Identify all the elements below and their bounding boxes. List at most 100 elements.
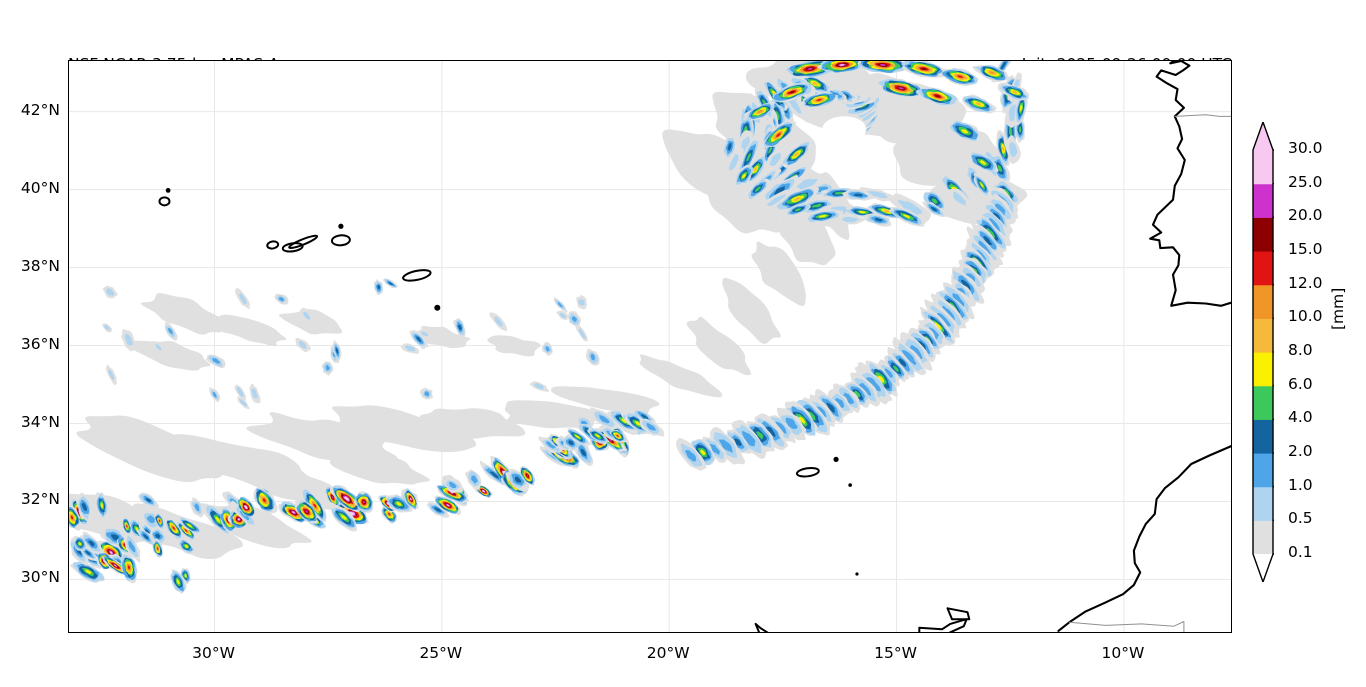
precip-contour bbox=[921, 67, 927, 70]
precip-contour bbox=[388, 512, 391, 516]
precip-contour bbox=[621, 418, 628, 424]
precip-contour bbox=[335, 347, 339, 354]
precip-contour bbox=[598, 415, 610, 424]
coastline-northwest-africa bbox=[1057, 444, 1231, 632]
precip-contour bbox=[350, 512, 354, 515]
precip-contour bbox=[145, 497, 152, 503]
precip-contour bbox=[874, 217, 883, 222]
precip-contour bbox=[410, 498, 412, 501]
precip-contour bbox=[934, 322, 942, 331]
precip-contour bbox=[127, 565, 131, 570]
x-tick-label: 25°W bbox=[419, 644, 463, 662]
precipitation-map bbox=[68, 60, 1232, 633]
colorbar-segment bbox=[1253, 183, 1273, 218]
precip-contour bbox=[776, 133, 781, 138]
colorbar-tick-label: 0.5 bbox=[1288, 509, 1313, 528]
precip-contour bbox=[741, 173, 746, 179]
colorbar-cap-top bbox=[1253, 122, 1273, 150]
precip-contour bbox=[1000, 61, 1007, 71]
precip-contour bbox=[893, 365, 899, 372]
colorbar-segment bbox=[1253, 520, 1273, 555]
precip-contour bbox=[686, 316, 753, 376]
precip-contour bbox=[941, 305, 956, 321]
colorbar-tick-label: 2.0 bbox=[1288, 442, 1313, 460]
precip-contour bbox=[751, 241, 806, 309]
precip-contour bbox=[859, 382, 872, 396]
precip-contour bbox=[85, 550, 92, 556]
precip-contour bbox=[167, 328, 173, 335]
precip-contour bbox=[176, 578, 180, 585]
colorbar-segment bbox=[1253, 251, 1273, 286]
precip-contour bbox=[494, 316, 503, 327]
precip-contour bbox=[81, 502, 87, 512]
precip-contour bbox=[446, 504, 450, 507]
precip-contour bbox=[416, 336, 422, 342]
island-graciosa bbox=[338, 223, 344, 229]
precip-contour bbox=[978, 240, 991, 255]
border-portugal-spain bbox=[1174, 114, 1231, 117]
precip-contour bbox=[980, 182, 984, 188]
precip-contour bbox=[757, 110, 763, 113]
precip-contour bbox=[898, 87, 904, 90]
precip-contour bbox=[526, 474, 529, 477]
precip-contour bbox=[158, 519, 161, 522]
precip-contour bbox=[901, 350, 917, 365]
precip-contour bbox=[769, 152, 781, 167]
precip-contour bbox=[979, 160, 987, 165]
precip-contour bbox=[78, 542, 82, 546]
precip-contour bbox=[807, 67, 814, 70]
precip-contour bbox=[146, 515, 155, 524]
colorbar-segment bbox=[1253, 318, 1273, 353]
precip-contour bbox=[155, 343, 162, 351]
coastlines bbox=[158, 61, 1231, 632]
precip-contour bbox=[568, 440, 574, 445]
precip-contour bbox=[616, 435, 619, 437]
precip-contour bbox=[997, 164, 1003, 172]
precip-contour bbox=[775, 111, 780, 121]
precip-contour bbox=[793, 152, 799, 157]
precip-contour bbox=[345, 497, 349, 500]
precip-contour bbox=[325, 364, 330, 371]
precip-contour bbox=[156, 547, 159, 551]
precip-contour bbox=[340, 514, 348, 520]
precip-contour bbox=[608, 438, 613, 442]
precip-contour bbox=[766, 194, 787, 207]
precip-contour bbox=[930, 206, 937, 212]
precip-contour bbox=[877, 375, 885, 383]
precip-contour bbox=[777, 201, 836, 267]
island-lanzarote bbox=[946, 607, 971, 621]
precip-contour bbox=[728, 154, 739, 171]
precip-contour bbox=[239, 293, 247, 305]
precip-contour bbox=[898, 358, 907, 367]
precip-contour bbox=[533, 383, 544, 390]
precip-contour bbox=[854, 390, 861, 398]
precip-contour bbox=[931, 198, 938, 204]
precip-contour bbox=[514, 476, 522, 483]
precip-contour bbox=[773, 186, 785, 195]
precip-contour bbox=[746, 152, 751, 162]
precip-contour bbox=[994, 203, 1006, 216]
precip-contour bbox=[975, 102, 982, 106]
precip-contour bbox=[754, 186, 761, 192]
precip-contour bbox=[816, 98, 822, 101]
precip-contour bbox=[858, 210, 866, 214]
precip-contour bbox=[212, 358, 221, 364]
precip-contour bbox=[722, 277, 781, 344]
precip-contour bbox=[559, 312, 567, 318]
precip-contour bbox=[388, 281, 394, 286]
precip-contour bbox=[329, 451, 434, 485]
island-corvo bbox=[165, 188, 171, 193]
island-faial bbox=[266, 240, 280, 250]
colorbar-segment bbox=[1253, 284, 1273, 319]
precip-contour bbox=[278, 296, 285, 302]
precip-contour bbox=[766, 426, 776, 437]
precip-contour bbox=[362, 501, 366, 504]
precip-contour bbox=[727, 142, 732, 151]
island-la-palma bbox=[754, 622, 769, 632]
precip-contour bbox=[88, 540, 95, 547]
y-tick-label: 32°N bbox=[20, 490, 60, 509]
precip-contour bbox=[1008, 126, 1013, 137]
precip-contour bbox=[843, 392, 855, 405]
precip-contour bbox=[1012, 90, 1018, 94]
precip-contour bbox=[421, 331, 429, 337]
